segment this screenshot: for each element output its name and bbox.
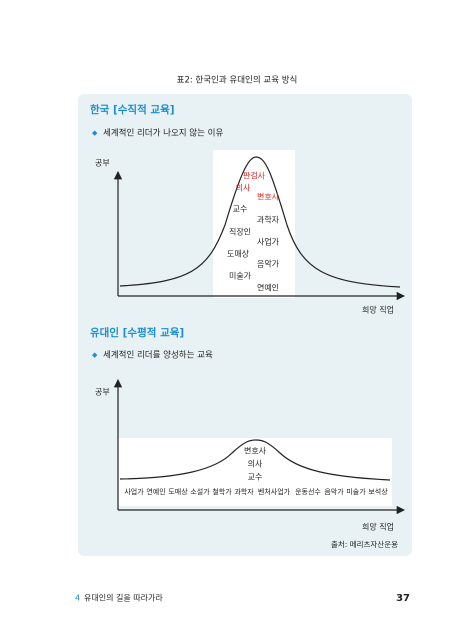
- bullet-text: 세계적인 리더를 양성하는 교육: [103, 350, 213, 361]
- job: 도매상: [227, 249, 250, 259]
- job: 운동선수: [295, 487, 321, 496]
- job-box: [118, 438, 392, 506]
- job: 사업가: [124, 487, 144, 496]
- job: 도매상: [168, 487, 188, 496]
- top-job: 의사: [236, 183, 251, 193]
- job: 소설가: [190, 487, 210, 496]
- chapter-number: 4: [75, 594, 80, 603]
- job: 교수: [233, 205, 248, 214]
- bullet-icon: ◆: [92, 129, 98, 137]
- job: 벤처사업가: [258, 487, 291, 496]
- job: 음악가: [324, 487, 344, 496]
- job: 음악가: [257, 259, 280, 269]
- job: 미술가: [229, 271, 252, 281]
- top-job: 변호사: [244, 446, 267, 456]
- bullet-icon: ◆: [92, 351, 98, 359]
- caption: 표2: 한국인과 유대인의 교육 방식: [177, 75, 298, 86]
- section-title: 유대인 [수평적 교육]: [90, 326, 184, 339]
- top-job: 교수: [248, 473, 263, 482]
- y-axis-label: 공부: [95, 388, 110, 397]
- chapter-title: 유대인의 길을 따라가라: [84, 593, 163, 603]
- x-axis-label: 희망 직업: [362, 305, 394, 315]
- job: 연예인: [257, 283, 279, 293]
- y-axis-label: 공부: [95, 159, 110, 168]
- top-job: 판검사: [243, 171, 266, 181]
- job-box: [213, 150, 295, 298]
- x-axis-label: 희망 직업: [362, 522, 394, 532]
- bullet-text: 세계적인 리더가 나오지 않는 이유: [103, 128, 223, 139]
- bell-curve: [119, 156, 401, 288]
- source: 출처: 메리츠자산운용: [331, 539, 398, 549]
- page-number: 37: [396, 593, 410, 604]
- job: 보석상: [368, 487, 388, 496]
- job: 과학자: [257, 215, 280, 225]
- flat-curve: [119, 439, 391, 481]
- section-title: 한국 [수직적 교육]: [90, 103, 175, 116]
- top-job: 변호사: [257, 192, 280, 202]
- job: 철학가: [212, 487, 232, 496]
- job: 사업가: [257, 238, 280, 247]
- job-row: 사업가 연예인 도매상 소설가 철학가 과학자 벤처사업가 운동선수 음악가 미술가 보석상: [124, 487, 388, 496]
- job: 과학자: [234, 487, 254, 496]
- top-job: 의사: [248, 459, 263, 469]
- job: 직장인: [229, 227, 251, 237]
- job: 미술가: [346, 487, 366, 496]
- job: 연예인: [146, 487, 165, 496]
